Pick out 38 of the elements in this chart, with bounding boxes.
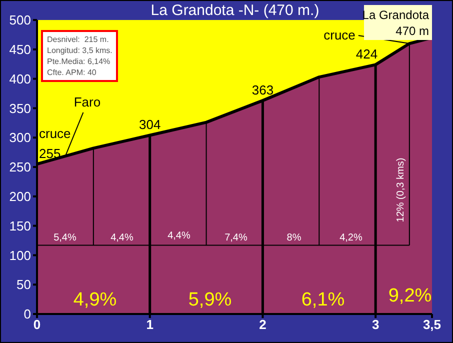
x-tick-label: 3 — [372, 317, 380, 332]
chart-title: La Grandota -N- (470 m.) — [150, 2, 320, 19]
annotation: 4,9% — [73, 290, 117, 310]
annotation: 4,2% — [340, 232, 363, 244]
y-tick-label: 100 — [9, 248, 31, 263]
data-label: 304 — [139, 117, 161, 132]
annotation: 9,2% — [388, 286, 432, 306]
annotation: 7,4% — [224, 232, 248, 244]
annotation: 6,1% — [301, 290, 345, 310]
annotation: Desnivel: 215 m. — [47, 34, 110, 45]
y-tick-label: 300 — [9, 130, 31, 146]
annotation: 5,4% — [54, 232, 77, 244]
y-tick-label: 450 — [9, 42, 31, 58]
y-tick-label: 500 — [9, 12, 31, 28]
annotation: 8% — [286, 232, 302, 244]
annotation: Longitud: 3,5 kms. — [47, 45, 112, 56]
annotation: 4,4% — [168, 230, 191, 242]
y-tick-label: 350 — [9, 100, 31, 116]
annotation: cruce — [324, 28, 356, 43]
y-tick-label: 400 — [9, 71, 31, 86]
y-tick-label: 250 — [9, 160, 31, 175]
y-tick-label: 200 — [9, 189, 31, 204]
annotation: Pte.Media: 6,14% — [47, 56, 112, 67]
x-tick-label: 2 — [259, 317, 266, 332]
x-tick-label: 1 — [146, 317, 154, 332]
y-tick-label: 50 — [16, 277, 31, 292]
annotation: 5,9% — [188, 290, 232, 310]
x-tick-label: 3,5 — [422, 317, 442, 332]
x-tick-label: 0 — [33, 317, 41, 332]
annotation: Faro — [74, 94, 101, 110]
annotation: 12% (0,3 kms) — [396, 158, 406, 222]
y-tick-label: 0 — [24, 306, 31, 322]
annotation: 4,4% — [110, 232, 134, 244]
annotation: Cfte. APM: 40 — [47, 67, 98, 78]
y-tick-label: 150 — [9, 218, 31, 234]
annotation: cruce — [39, 126, 71, 142]
data-label: 424 — [356, 46, 378, 62]
data-label: 363 — [252, 82, 274, 98]
